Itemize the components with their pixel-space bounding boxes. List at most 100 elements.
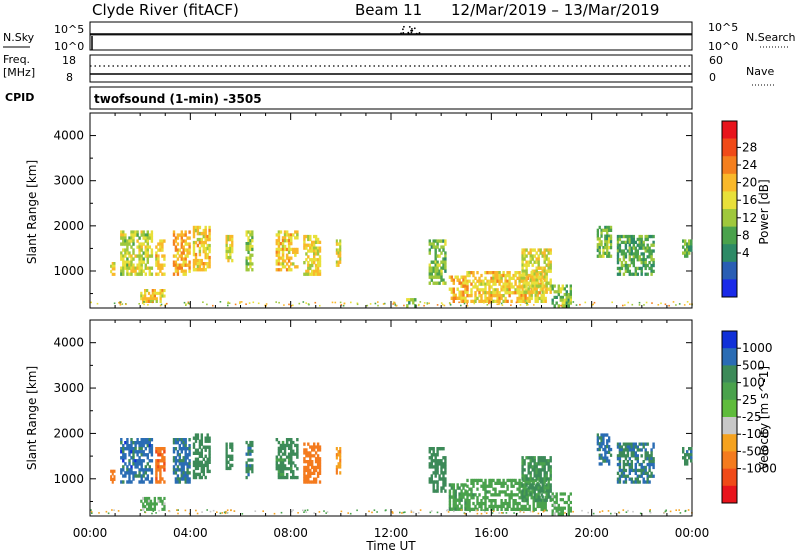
data-cell-14-3-10 [472,299,475,303]
data-cell-16-6-10 [608,462,611,466]
data-cell-9-8-7 [318,462,322,467]
scatter-point-147 [140,509,142,511]
data-cell-11-8-10 [444,477,447,481]
data-cell-12-3-8 [434,263,437,267]
data-cell-1-12-3 [144,239,147,243]
data-cell-10-0-0 [335,447,338,451]
data-cell-16-3-9 [602,459,605,463]
data-cell-13-4-4 [456,287,459,291]
data-cell-18-3-2 [688,453,691,457]
data-cell-12-7-0 [442,239,445,243]
data-cell-5-7-12 [206,262,209,266]
data-cell-9-5-8 [313,258,316,262]
data-cell-14-26-3 [518,279,521,283]
vel-cbar-swatch-9 [722,485,737,504]
data-cell-1-8-12 [136,474,139,478]
data-cell-13-17-2 [500,484,503,488]
data-cell-17-17-7 [650,462,653,467]
data-cell-1-6-12 [132,266,135,270]
data-cell-15-1-12 [523,284,526,288]
data-cell-4-8-4 [188,242,191,246]
data-cell-1-1-11 [122,263,125,267]
data-cell-8-2-3 [279,446,283,450]
data-cell-15-8-2 [567,498,570,502]
data-cell-5-1-5 [194,240,198,245]
data-cell-15-3-5 [527,263,530,267]
data-cell-14-39-10 [544,299,547,303]
data-cell-1-7-8 [134,462,137,466]
data-cell-1-8-8 [136,462,139,466]
data-cell-13-3-5 [472,493,475,497]
data-cell-8-1-1 [277,233,281,237]
vel-cbar-swatch-0 [722,331,737,349]
data-cell-6-2-5 [229,457,232,461]
data-cell-9-6-8 [314,258,318,262]
scatter-point-106 [419,509,422,511]
data-cell-14-15-10 [496,299,499,303]
data-cell-12-1-9 [430,266,433,270]
data-cell-18-7-4 [630,246,633,250]
data-cell-6-0-7 [225,255,228,260]
data-cell-5-0-10 [192,463,196,468]
data-cell-5-4-10 [200,463,203,468]
data-cell-1-0-0 [120,438,123,442]
data-cell-14-1-7 [523,477,526,481]
data-cell-17-3-8 [622,465,626,470]
data-cell-14-10-10 [541,486,544,490]
scatter-point-82 [544,509,546,512]
data-cell-17-5-1 [606,228,609,232]
data-cell-15-0-7 [551,512,554,516]
data-cell-14-12-8 [490,294,493,298]
data-cell-3-11-0 [161,289,164,293]
data-cell-1-13-12 [146,474,149,478]
data-cell-12-0-0 [448,483,452,487]
data-cell-14-28-8 [522,294,525,298]
data-cell-17-9-4 [634,454,637,458]
data-cell-13-3-0 [472,478,475,483]
data-cell-4-8-10 [188,260,191,264]
data-cell-4-2-13 [176,477,180,481]
data-cell-17-16-8 [648,465,651,470]
data-cell-15-8-6 [567,509,570,513]
scatter-point-150 [401,512,403,514]
scatter-point-157 [377,304,379,307]
data-cell-8-10-2 [296,443,299,448]
data-cell-8-2-13 [279,475,283,480]
scatter-point-44 [625,511,628,513]
data-cell-5-6-14 [204,268,207,272]
data-cell-16-5-9 [606,459,609,463]
data-cell-13-1-7 [450,296,453,300]
data-cell-9-6-4 [314,246,318,250]
data-cell-1-1-14 [122,272,125,276]
data-cell-14-24-0 [514,271,517,275]
data-cell-5-0-5 [192,240,196,245]
data-cell-14-30-9 [526,296,529,301]
data-cell-14-4-2 [529,462,532,466]
scatter-point-34 [227,304,229,307]
vel-cbar-swatch-7 [722,451,737,469]
data-cell-4-8-9 [188,465,191,469]
data-cell-14-22-10 [510,299,513,303]
data-cell-3-6-4 [151,299,154,303]
data-cell-1-7-12 [134,266,137,270]
data-cell-5-4-2 [200,231,203,236]
scatter-point-10 [113,302,116,305]
data-cell-18-6-10 [628,263,631,268]
data-cell-2-1-5 [157,462,160,466]
data-cell-12-5-0 [438,239,441,243]
data-cell-9-0-4 [303,246,306,250]
scatter-point-76 [226,509,229,511]
data-cell-17-4-3 [604,234,607,238]
data-cell-17-1-3 [618,451,622,455]
data-cell-14-34-8 [534,294,537,298]
data-cell-19-3-4 [688,251,691,255]
data-cell-11-6-14 [440,489,443,493]
data-cell-1-9-4 [138,242,141,246]
data-cell-15-7-14 [535,290,538,294]
data-cell-13-26-2 [518,484,521,488]
data-cell-15-7-1 [535,251,538,255]
data-cell-2-0-6 [155,465,158,469]
data-cell-17-12-11 [640,474,643,478]
data-cell-14-37-10 [540,299,543,303]
data-cell-18-1-5 [684,462,687,466]
